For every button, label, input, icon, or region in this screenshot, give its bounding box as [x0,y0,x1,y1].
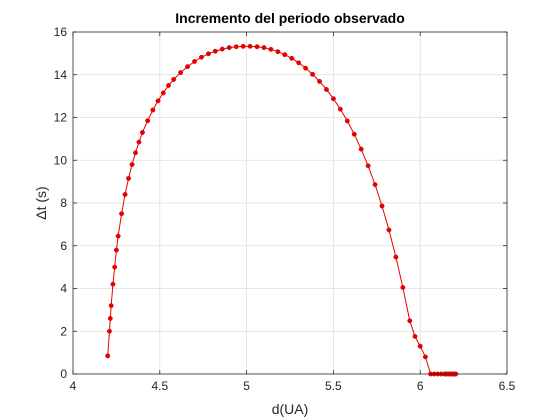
data-point [317,78,322,84]
y-tick-label: 14 [54,68,68,82]
data-point [178,70,184,76]
y-tick-label: 4 [60,282,67,296]
data-point [386,227,392,233]
data-point [372,182,378,188]
data-point [417,343,423,349]
data-point [296,60,302,66]
data-point [379,203,385,209]
data-point [112,264,118,270]
data-point [205,51,211,57]
data-point [219,46,225,52]
data-point [422,354,428,360]
data-point [107,328,112,334]
data-point [160,90,166,96]
y-tick-label: 10 [54,153,68,167]
data-point [351,131,357,137]
ticks-group: 4 4.5 5 5.5 6 6.5 0 2 4 6 8 10 12 14 16 [54,25,516,393]
y-tick-label: 2 [60,324,67,338]
data-point [268,46,274,52]
data-point [365,163,371,169]
data-point [324,87,329,92]
y-tick-label: 8 [60,196,67,210]
data-point [289,55,295,61]
data-point [199,54,204,60]
data-point [139,130,145,135]
data-point [240,43,246,49]
data-point [412,333,418,339]
data-point [171,77,177,82]
data-point [310,71,316,77]
data-point [126,175,132,181]
data-point [129,162,135,167]
data-point [115,233,121,239]
data-point [166,82,171,88]
data-point [145,118,151,124]
data-point [192,59,197,64]
x-tick-label: 4.5 [151,379,168,393]
data-point [136,139,142,145]
x-tick-label: 6 [417,379,424,393]
data-point [261,45,267,51]
data-point [275,49,281,55]
y-tick-label: 0 [60,367,67,381]
data-point [133,150,138,156]
y-tick-label: 6 [60,239,67,253]
data-point [393,254,399,260]
data-point [113,247,119,253]
chart-title: Incremento del periodo observado [175,10,405,26]
data-point [282,52,288,58]
data-point [358,146,364,152]
data-point [233,44,239,50]
data-point [108,303,114,309]
data-point [407,318,413,324]
x-tick-label: 4 [70,379,77,393]
data-point [155,98,161,104]
data-point [119,211,125,217]
data-point [150,107,156,113]
y-tick-label: 16 [54,25,68,39]
data-point [122,192,128,197]
data-point [105,353,111,359]
data-point [247,43,253,49]
data-point [110,281,116,287]
data-point [212,48,218,54]
grid [73,32,507,374]
data-point [107,315,113,321]
y-tick-label: 12 [54,111,68,125]
x-axis-label: d(UA) [272,401,309,417]
data-point [330,96,336,102]
y-axis-label: Δt (s) [33,186,49,219]
data-point [185,64,191,70]
data-point [337,106,343,112]
data-point [254,44,260,50]
x-tick-label: 6.5 [499,379,516,393]
data-point [303,65,309,71]
x-tick-label: 5.5 [325,379,342,393]
data-point [400,284,406,290]
data-point [344,118,350,124]
data-point [226,45,232,51]
x-tick-label: 5 [243,379,250,393]
